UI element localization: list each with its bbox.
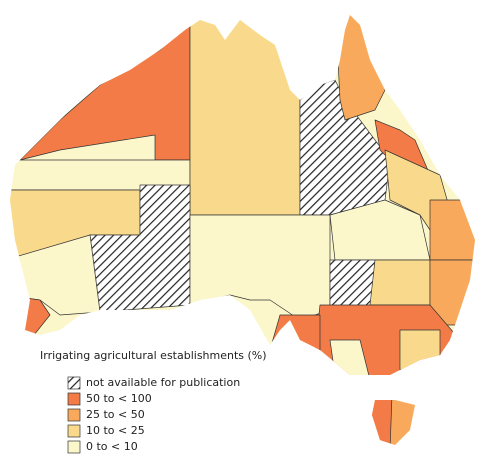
legend-swatch [67,376,81,390]
legend: not available for publication 50 to < 100… [67,376,240,454]
legend-label: 25 to < 50 [86,408,145,421]
legend-title: Irrigating agricultural establishments (… [40,349,267,362]
legend-label: 0 to < 10 [86,440,138,453]
region [10,234,101,316]
legend-label: 10 to < 25 [86,424,145,437]
legend-swatch [67,440,81,454]
region [19,19,191,161]
region [399,329,441,371]
region [189,15,301,216]
region [429,199,475,261]
legend-swatch [67,392,81,406]
region [369,259,431,306]
legend-swatch [67,408,81,422]
legend-label: 50 to < 100 [86,392,152,405]
region [329,199,431,261]
legend-label: not available for publication [86,376,240,389]
legend-swatch [67,424,81,438]
region [364,394,393,445]
